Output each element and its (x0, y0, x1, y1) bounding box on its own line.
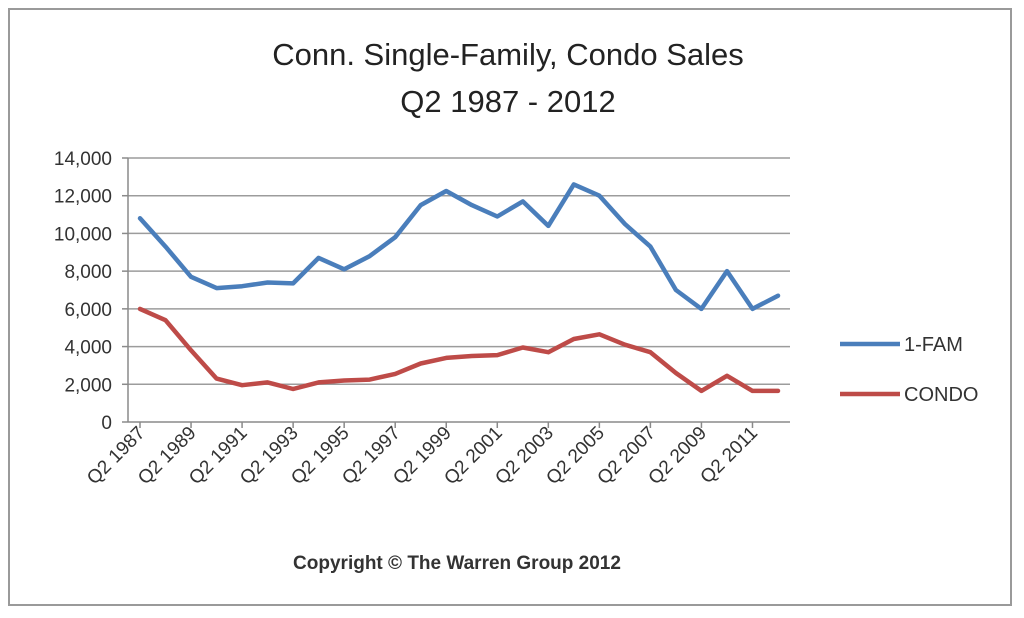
chart-title: Conn. Single-Family, Condo Sales (272, 37, 744, 72)
y-tick-label: 6,000 (64, 300, 112, 321)
chart-subtitle: Q2 1987 - 2012 (400, 84, 615, 119)
legend: 1-FAM CONDO (840, 334, 978, 406)
y-tick-label: 8,000 (64, 262, 112, 283)
legend-label-1-fam: 1-FAM (904, 334, 963, 356)
y-tick-label: 14,000 (54, 149, 112, 170)
copyright-footer: Copyright © The Warren Group 2012 (293, 553, 621, 574)
series-line-condo (137, 306, 781, 394)
y-tick-label: 2,000 (64, 375, 112, 396)
series-line-1-fam (137, 182, 781, 312)
legend-label-condo: CONDO (904, 384, 978, 406)
series-lines (137, 182, 781, 394)
x-tick-label: Q2 2011 (697, 423, 762, 488)
chart-frame (8, 8, 1012, 606)
y-tick-label: 12,000 (54, 187, 112, 208)
y-axis-ticks: 0 2,000 4,000 6,000 8,000 10,000 12,000 14,000 (54, 149, 128, 434)
y-tick-label: 10,000 (54, 224, 112, 245)
y-tick-label: 4,000 (64, 338, 112, 359)
y-tick-label: 0 (101, 413, 112, 434)
